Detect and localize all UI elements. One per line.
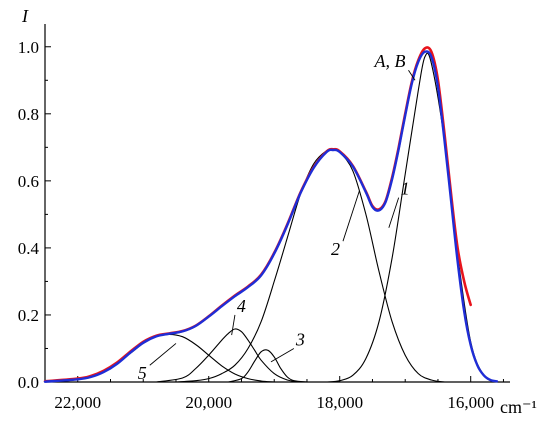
y-tick-label: 0.4 <box>18 239 40 258</box>
y-axis-title: I <box>21 6 29 26</box>
curves <box>43 46 499 383</box>
ticks: 0.0 0.2 0.4 0.6 0.8 1.0 22,000 20,000 18,000 16,0… <box>18 38 504 412</box>
annotation-leader <box>408 69 416 81</box>
curve-a <box>43 46 472 383</box>
annotations: A, B 1 2 3 4 5 <box>138 51 416 383</box>
y-tick-label: 1.0 <box>18 38 39 57</box>
annotation-leader <box>388 197 400 228</box>
x-tick-label: 22,000 <box>54 393 101 412</box>
x-tick-label: 18,000 <box>316 393 363 412</box>
x-tick-label: 20,000 <box>185 393 232 412</box>
curve-component-2 <box>175 148 446 383</box>
annotation-leader <box>231 314 236 336</box>
x-axis-unit: cm⁻¹ <box>500 397 537 417</box>
curve-component-4 <box>155 328 301 383</box>
annotation-label: 2 <box>331 239 340 259</box>
curve-b <box>43 50 499 383</box>
y-tick-label: 0.2 <box>18 306 39 325</box>
annotation-label: 4 <box>237 296 246 316</box>
curve-component-1 <box>326 52 498 383</box>
y-tick-label: 0.8 <box>18 105 39 124</box>
x-tick-label: 16,000 <box>447 393 494 412</box>
y-tick-label: 0.0 <box>18 373 39 392</box>
annotation-label: 3 <box>295 329 305 349</box>
annotation-label: A, B <box>373 51 405 71</box>
annotation-label: 1 <box>401 179 410 199</box>
annotation-leader <box>342 190 360 242</box>
annotation-leader <box>149 343 177 366</box>
axes <box>44 24 510 383</box>
annotation-label: 5 <box>138 363 147 383</box>
annotation-leader <box>270 348 295 363</box>
y-tick-label: 0.6 <box>18 172 39 191</box>
curve-component-3 <box>227 349 308 383</box>
